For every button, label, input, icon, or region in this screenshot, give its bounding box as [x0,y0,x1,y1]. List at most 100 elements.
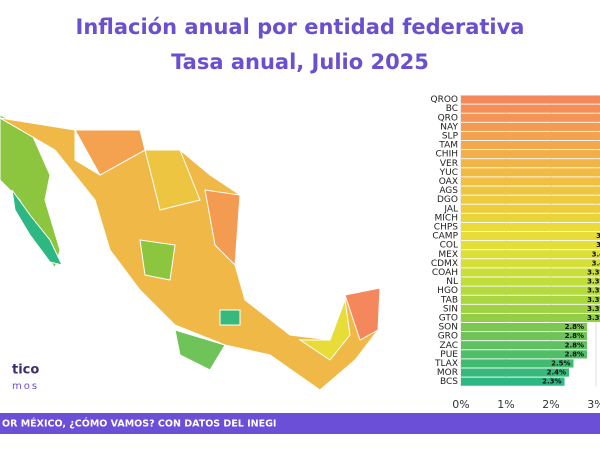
value-label: 3.3% [587,278,600,286]
value-label: 3.3% [587,305,600,313]
y-tick-label: SLP [442,131,459,141]
y-tick-label: GTO [439,313,458,323]
bar [461,313,600,323]
bar [461,368,569,377]
value-label: 3.5% [596,232,600,240]
bar [461,195,600,204]
y-tick-label: NL [446,277,458,287]
y-tick-label: BC [446,104,458,114]
bar [461,113,600,122]
bar [461,231,600,241]
chart-subtitle: Tasa anual, Julio 2025 [171,50,429,74]
map-gro [174,329,226,371]
value-label: 2.8% [565,323,584,331]
map [0,114,381,391]
bar [461,104,600,113]
bar [461,222,600,232]
y-tick-label: PUE [440,350,458,360]
y-tick-label: BCS [440,377,458,387]
y-tick-label: CDMX [431,259,458,269]
bar [461,159,600,168]
y-tick-label: YUC [439,168,458,178]
bar [461,277,600,286]
x-tick-label: 0% [452,398,469,411]
map-mor [219,309,241,326]
y-tick-label: HGO [437,286,458,296]
value-label: 3.3% [587,314,600,322]
y-tick-label: OAX [439,177,458,187]
y-tick-label: MOR [437,368,458,378]
value-label: 2.4% [547,369,566,377]
bar [461,286,600,295]
value-label: 3.3% [587,268,600,276]
y-tick-label: SON [438,323,458,333]
bar [461,259,600,268]
value-label: 3.4% [592,259,600,267]
x-tick-label: 3% [587,398,600,411]
map-zac [139,239,176,281]
y-tick-label: QROO [430,95,458,105]
bar [461,241,600,250]
y-tick-label: SIN [443,304,458,314]
y-tick-label: CHPS [434,222,458,232]
bar [461,140,600,150]
value-label: 3.3% [587,296,600,304]
bar [461,332,587,341]
y-tick-label: COAH [432,268,458,278]
y-tick-label: GRO [438,332,458,342]
bar [461,350,587,359]
value-label: 2.8% [565,341,584,349]
bar [461,95,600,104]
logo-text: mos [12,381,39,392]
y-tick-label: AGS [439,186,458,196]
x-tick-label: 1% [497,398,514,411]
map-qroo [344,287,381,341]
map-tam [204,189,241,267]
value-label: 2.8% [565,350,584,358]
y-tick-label: MEX [438,250,458,260]
map-bcs [11,189,63,266]
bar [461,377,565,386]
y-tick-label: CHIH [436,150,458,160]
y-tick-label: TAB [440,295,458,305]
value-label: 3.5% [596,241,600,249]
y-tick-label: TAM [438,141,458,151]
bar [461,131,600,141]
bar [461,213,600,222]
y-tick-label: JAL [443,204,458,214]
bar [461,268,600,277]
map-chih [144,149,201,211]
y-tick-label: TLAX [434,359,458,369]
x-tick-label: 2% [542,398,559,411]
y-tick-label: DGO [437,195,458,205]
value-label: 3.3% [587,287,600,295]
footer-band [0,413,600,434]
bar [461,359,574,368]
y-tick-label: VER [440,159,458,169]
bar [461,304,600,313]
bar [461,186,600,195]
bar [461,322,587,332]
bar [461,168,600,177]
y-tick-label: NAY [440,122,458,132]
footer-text: OR MÉXICO, ¿CÓMO VAMOS? CON DATOS DEL IN… [2,418,276,430]
logo-text: tico [12,363,39,378]
y-tick-label: MICH [435,213,458,223]
bar [461,295,600,304]
bar [461,250,600,259]
y-tick-label: CAMP [432,232,458,242]
y-tick-label: ZAC [440,341,458,351]
y-tick-label: COL [440,241,458,251]
bar [461,150,600,159]
map-camp [298,299,351,361]
value-label: 2.8% [565,332,584,340]
chart-title: Inflación anual por entidad federativa [76,15,525,39]
bar [461,341,587,350]
bar [461,204,600,213]
value-label: 2.5% [551,359,570,367]
y-tick-label: QRO [438,113,458,123]
bar [461,122,600,131]
value-label: 3.4% [592,250,600,258]
value-label: 2.3% [542,378,561,386]
bar [461,177,600,186]
